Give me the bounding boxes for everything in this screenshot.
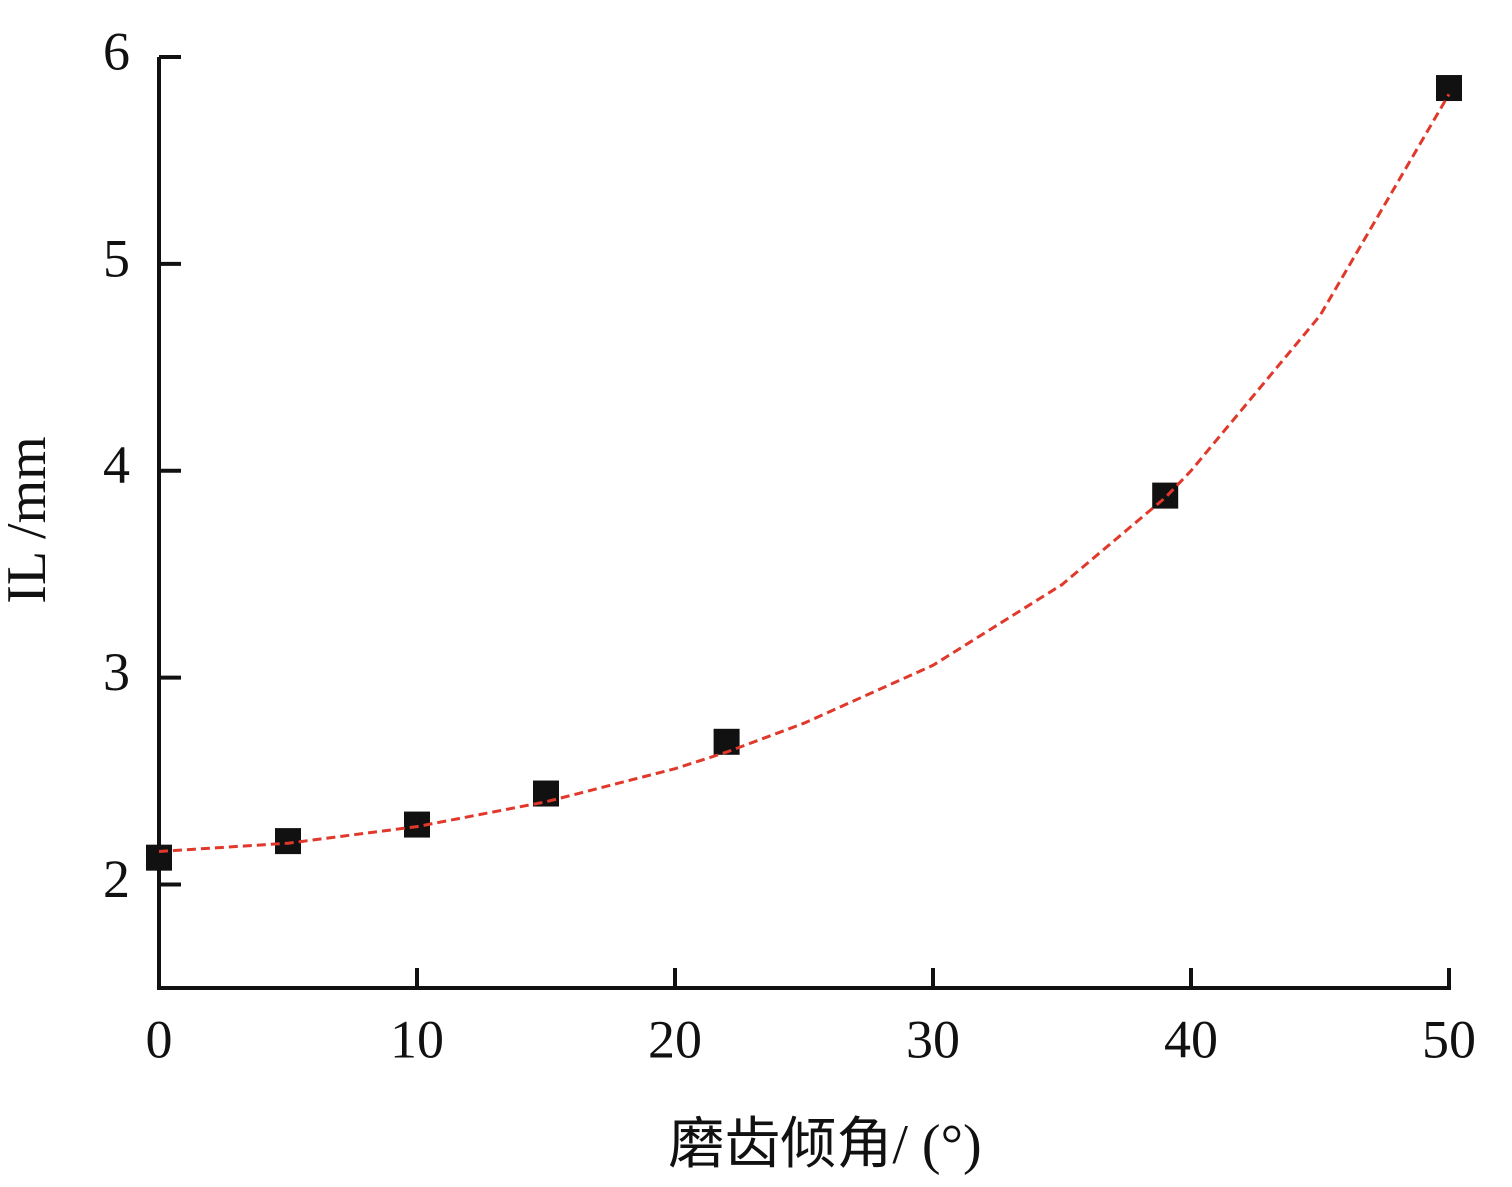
marker (275, 828, 301, 855)
y-tick-label: 3 (103, 642, 130, 702)
y-tick-label: 5 (103, 228, 130, 288)
x-tick-label: 20 (648, 1009, 702, 1069)
marker (1436, 75, 1462, 102)
y-tick-label: 4 (103, 435, 130, 495)
marker (146, 844, 172, 871)
x-tick-label: 40 (1164, 1009, 1218, 1069)
fit-line (158, 93, 1451, 853)
y-tick-label: 6 (103, 21, 130, 81)
y-axis-title: IL /mm (0, 436, 58, 603)
x-tick-label: 10 (390, 1009, 444, 1069)
x-tick-label: 0 (146, 1009, 173, 1069)
marker (713, 728, 740, 755)
marker (1152, 482, 1179, 509)
x-tick-label: 50 (1422, 1009, 1476, 1069)
x-axis-title: 磨齿倾角/ (°) (668, 1114, 981, 1176)
y-tick-label: 2 (103, 849, 130, 909)
x-tick-label: 30 (906, 1009, 960, 1069)
